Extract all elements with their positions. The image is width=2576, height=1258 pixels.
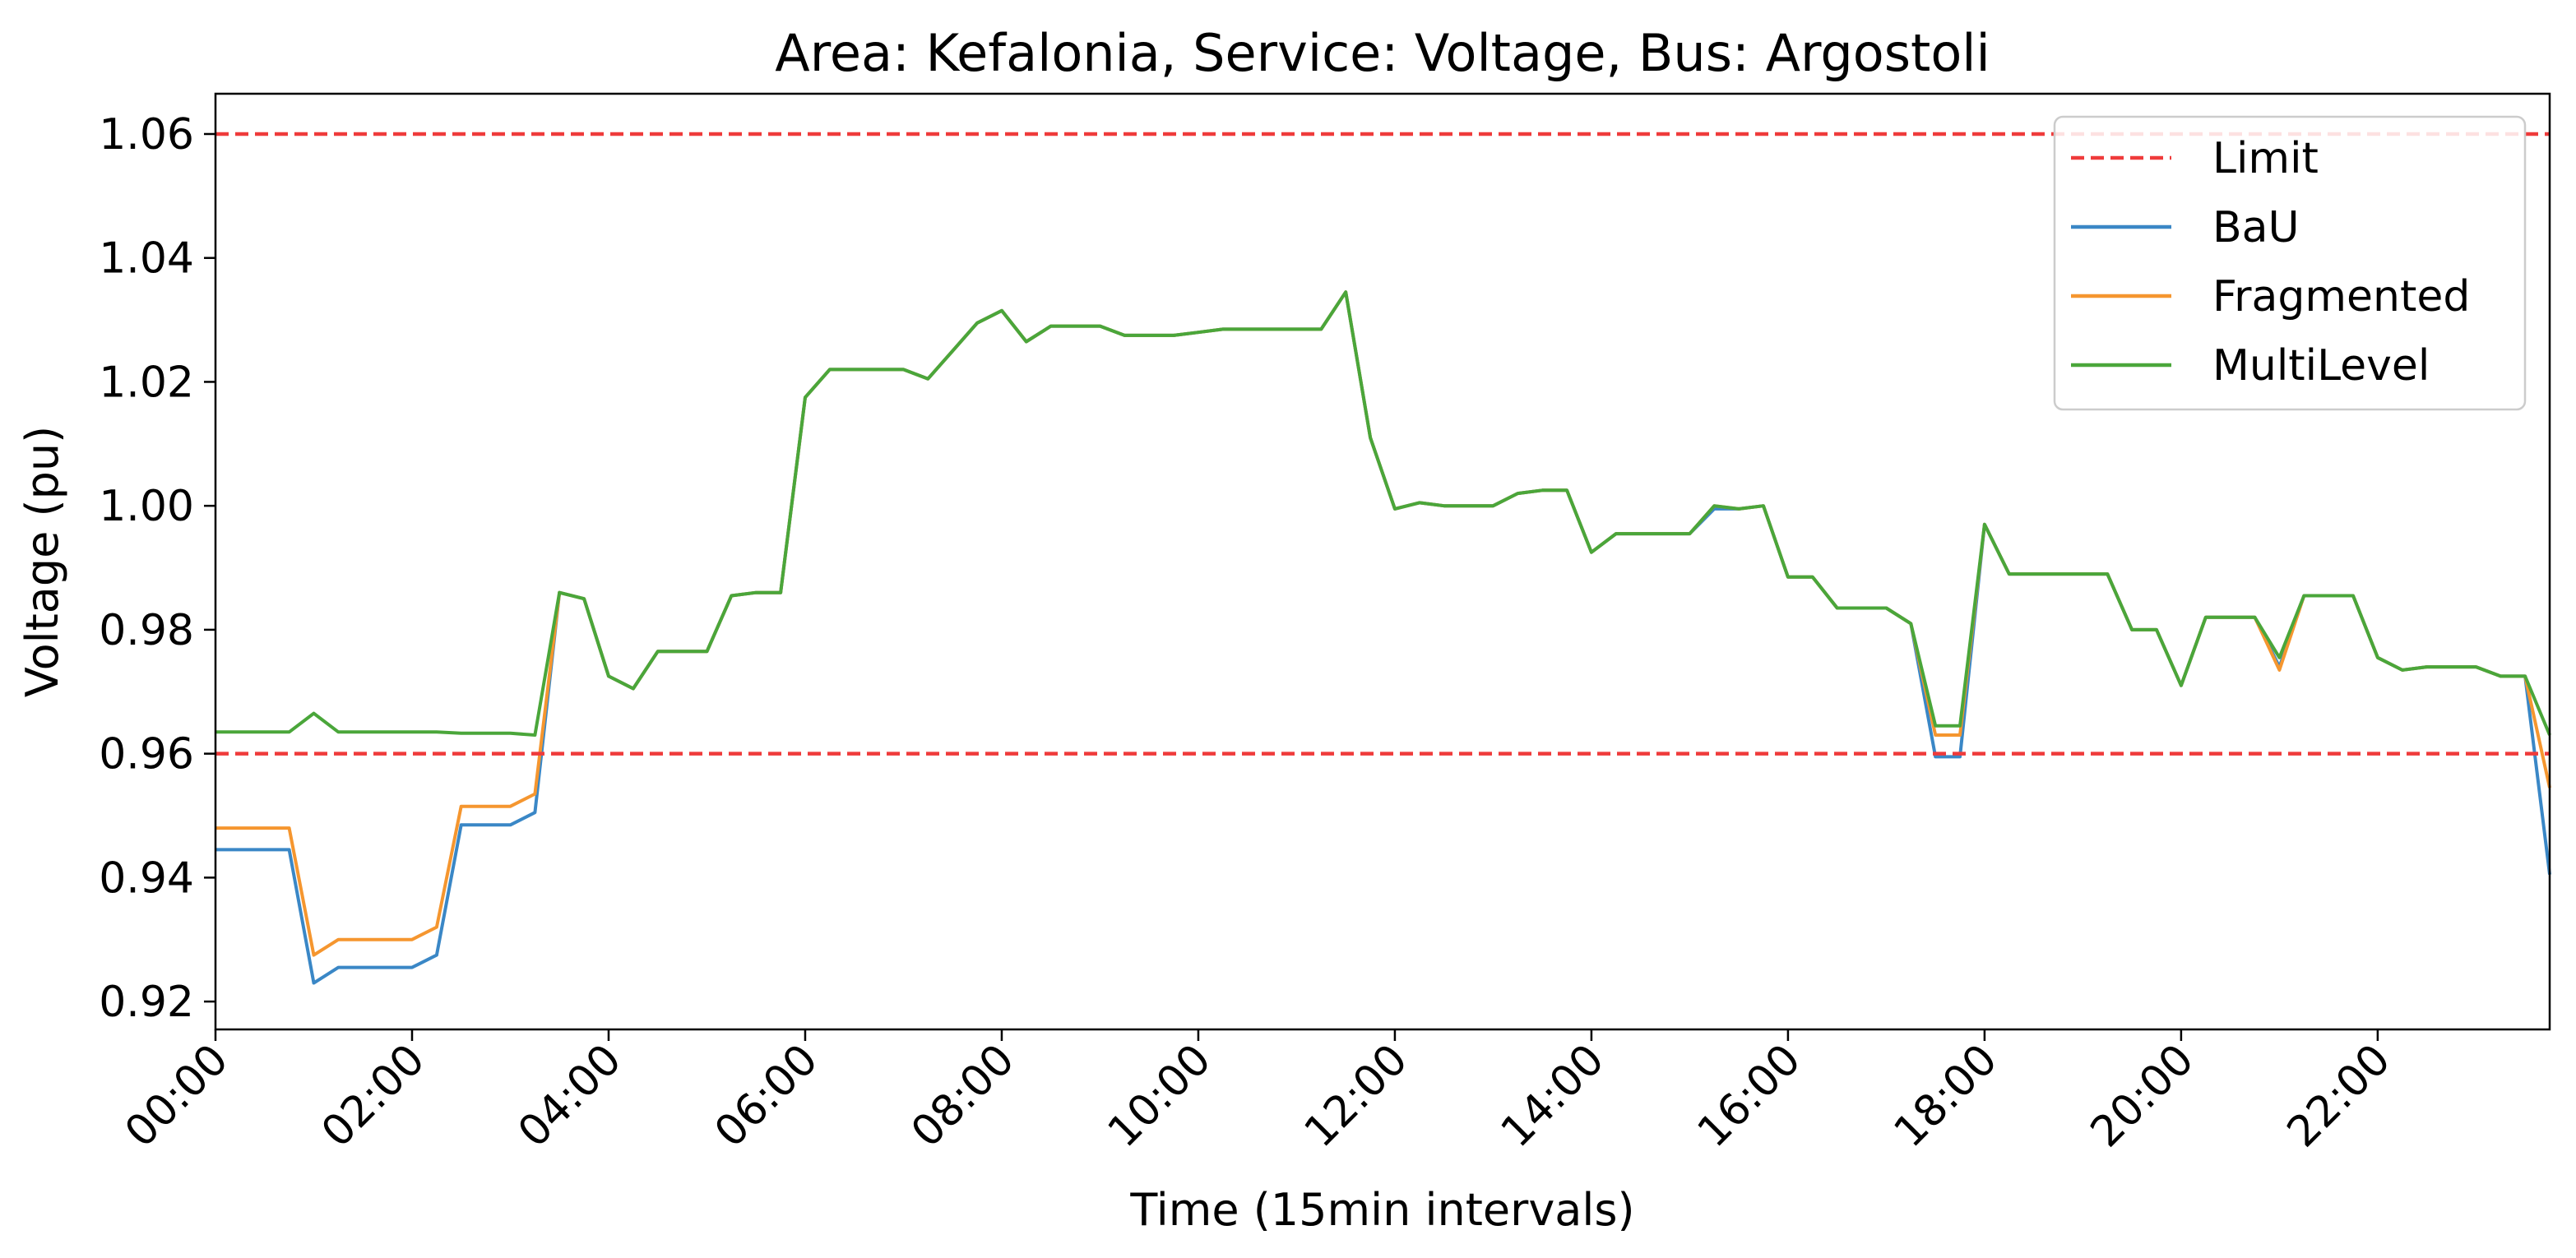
legend-label-bau: BaU — [2212, 203, 2300, 252]
y-tick-label: 1.04 — [99, 234, 194, 284]
y-axis-label: Voltage (pu) — [16, 426, 68, 697]
y-tick-label: 0.96 — [99, 730, 194, 779]
x-axis-label: Time (15min intervals) — [1129, 1184, 1634, 1236]
y-tick-label: 1.00 — [99, 482, 194, 531]
legend-label-limit: Limit — [2212, 134, 2319, 183]
legend: Limit BaU Fragmented MultiLevel — [2053, 115, 2527, 411]
series-line-multilevel — [215, 290, 2551, 737]
y-tick-label: 1.02 — [99, 358, 194, 407]
y-axis: 0.92 0.94 0.96 0.98 1.00 1.02 1.04 1.06 — [99, 110, 215, 1027]
y-tick-label: 0.92 — [99, 978, 194, 1027]
plot-frame — [214, 92, 2551, 1031]
legend-label-fragmented: Fragmented — [2212, 272, 2470, 321]
legend-label-multilevel: MultiLevel — [2212, 341, 2430, 391]
y-tick-label: 0.94 — [99, 853, 194, 903]
chart-title: Area: Kefalonia, Service: Voltage, Bus: … — [775, 23, 1990, 83]
y-tick-label: 1.06 — [99, 110, 194, 160]
legend-frame — [2053, 115, 2527, 411]
y-tick-label: 0.98 — [99, 606, 194, 655]
